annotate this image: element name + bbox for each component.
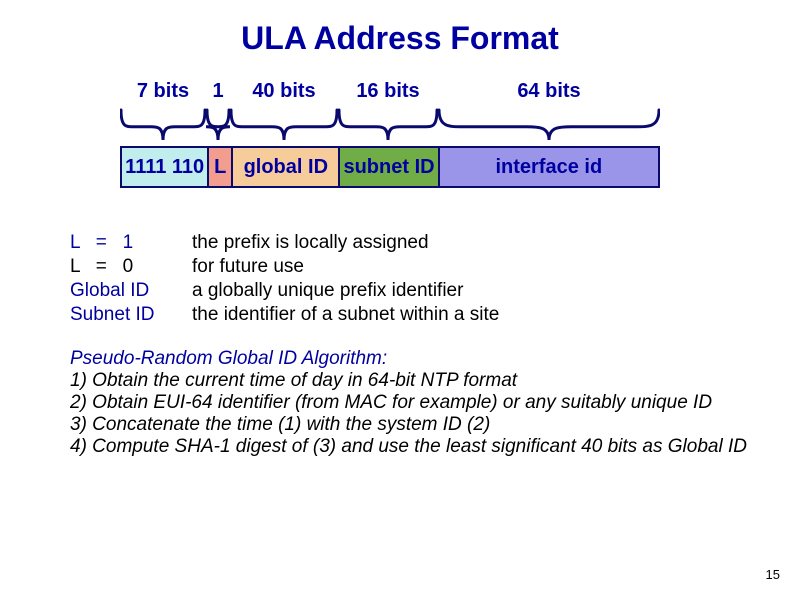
definition-line: Subnet ID the identifier of a subnet with… — [70, 304, 750, 326]
slide-title: ULA Address Format — [0, 20, 800, 57]
slide: ULA Address Format 7 bits140 bits16 bits… — [0, 0, 800, 600]
bits-label-row: 7 bits140 bits16 bits64 bits — [120, 80, 660, 103]
algorithm-step: 2) Obtain EUI-64 identifier (from MAC fo… — [70, 392, 750, 414]
bits-label: 64 bits — [438, 80, 660, 103]
brace-icon — [338, 108, 438, 142]
brace-icon — [230, 108, 338, 142]
definition-key: Global ID — [70, 280, 180, 302]
bits-label: 16 bits — [338, 80, 438, 103]
brace-icon — [438, 108, 660, 142]
description-block: L = 1the prefix is locally assignedL = 0… — [70, 232, 750, 458]
definition-line: L = 0 for future use — [70, 256, 750, 278]
algorithm-step: 1) Obtain the current time of day in 64-… — [70, 370, 750, 392]
definition-key: L = 1 — [70, 232, 180, 254]
brace-icon — [120, 108, 206, 142]
brace-row — [120, 108, 660, 142]
algorithm-step: 3) Concatenate the time (1) with the sys… — [70, 414, 750, 436]
definition-desc: a globally unique prefix identifier — [192, 280, 750, 302]
definition-desc: the identifier of a subnet within a site — [192, 304, 750, 326]
address-field-row: 1111 110Lglobal IDsubnet IDinterface id — [120, 146, 660, 188]
algorithm-title: Pseudo-Random Global ID Algorithm: — [70, 348, 750, 370]
brace-icon — [206, 108, 230, 142]
bits-label: 1 — [206, 80, 230, 103]
address-field: L — [207, 148, 231, 186]
definition-line: L = 1 the prefix is locally assigned — [70, 232, 750, 254]
address-field: interface id — [438, 148, 658, 186]
bits-label: 7 bits — [120, 80, 206, 103]
definition-key: L = 0 — [70, 256, 180, 278]
bits-label: 40 bits — [230, 80, 338, 103]
definition-desc: the prefix is locally assigned — [192, 232, 750, 254]
definition-desc: for future use — [192, 256, 750, 278]
address-field: 1111 110 — [122, 148, 207, 186]
definition-key: Subnet ID — [70, 304, 180, 326]
address-field: global ID — [231, 148, 338, 186]
page-number: 15 — [766, 567, 780, 582]
algorithm-step: 4) Compute SHA-1 digest of (3) and use t… — [70, 436, 750, 458]
address-field: subnet ID — [338, 148, 437, 186]
definition-line: Global ID a globally unique prefix identi… — [70, 280, 750, 302]
